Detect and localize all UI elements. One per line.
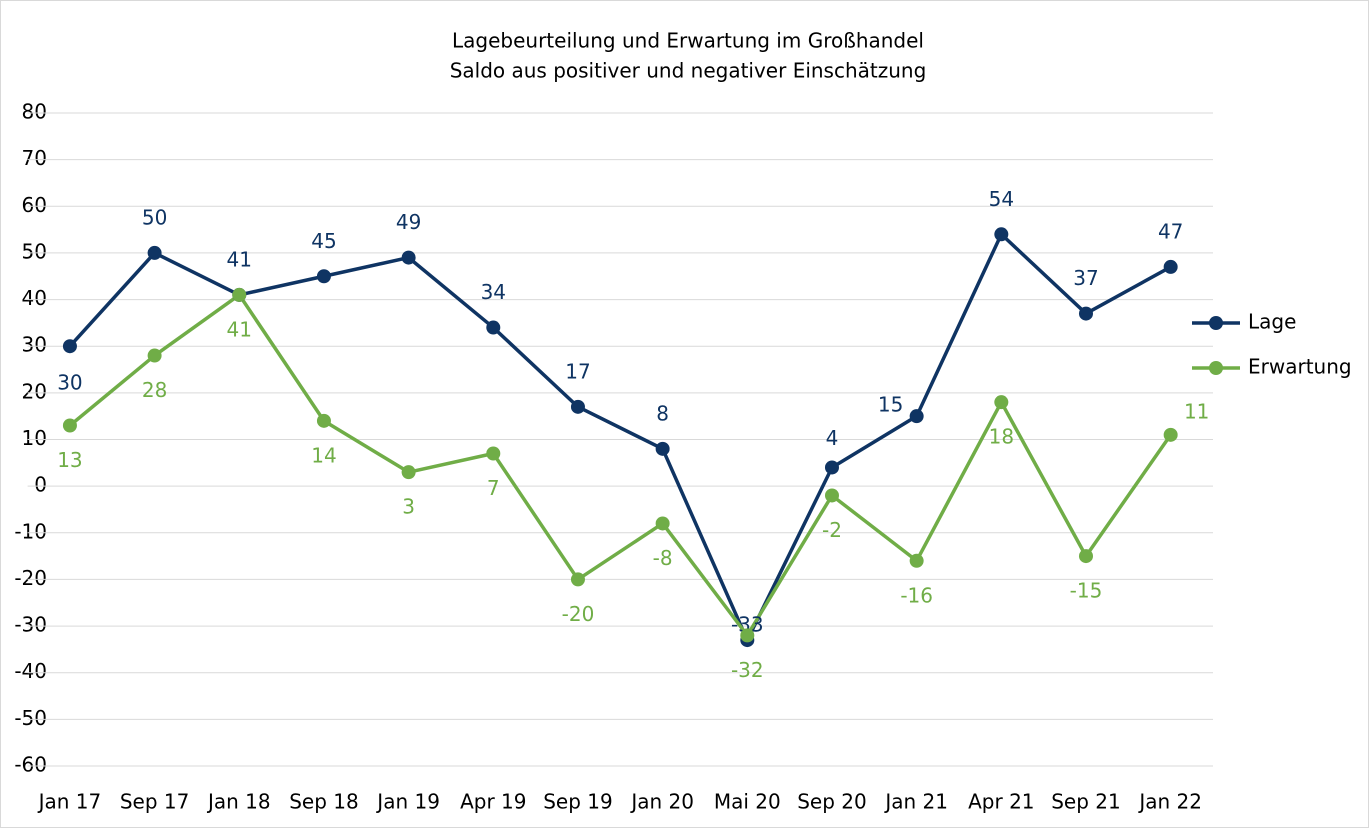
y-tick-label: -50 — [14, 706, 47, 730]
legend-marker — [1209, 361, 1223, 375]
x-tick-label: Jan 22 — [1137, 790, 1202, 814]
data-label: 50 — [142, 205, 167, 229]
y-tick-label: -20 — [14, 566, 47, 590]
point — [147, 245, 162, 260]
point — [1078, 306, 1093, 321]
data-label: 47 — [1158, 219, 1183, 243]
x-tick-label: Jan 21 — [883, 790, 948, 814]
legend-label: Lage — [1248, 310, 1296, 334]
data-label: -15 — [1070, 579, 1103, 603]
point — [824, 488, 839, 503]
data-label: 54 — [989, 187, 1014, 211]
data-label: 41 — [227, 247, 252, 271]
legend-marker — [1209, 316, 1223, 330]
data-label: 28 — [142, 378, 167, 402]
point — [486, 320, 501, 335]
y-tick-label: 40 — [22, 286, 47, 310]
point — [655, 441, 670, 456]
point — [1078, 549, 1093, 564]
data-label: 13 — [57, 448, 82, 472]
x-tick-label: Apr 19 — [460, 790, 526, 814]
y-tick-label: -60 — [14, 753, 47, 777]
data-label: -20 — [562, 602, 595, 626]
point — [655, 516, 670, 531]
point — [486, 446, 501, 461]
point — [316, 413, 331, 428]
data-label: 8 — [656, 401, 669, 425]
point — [401, 465, 416, 480]
y-tick-label: 70 — [22, 146, 47, 170]
x-tick-label: Apr 21 — [968, 790, 1034, 814]
data-label: 11 — [1184, 399, 1209, 423]
point — [62, 418, 77, 433]
data-label: -32 — [731, 658, 764, 682]
series-line — [68, 293, 1173, 638]
y-tick-label: -10 — [14, 519, 47, 543]
point — [824, 460, 839, 475]
chart-title: Lagebeurteilung und Erwartung im Großhan… — [452, 29, 924, 53]
x-tick-label: Mai 20 — [714, 790, 781, 814]
x-tick-label: Jan 20 — [629, 790, 694, 814]
x-tick-label: Sep 20 — [797, 790, 867, 814]
data-label: 18 — [989, 425, 1014, 449]
x-tick-label: Sep 18 — [289, 790, 359, 814]
x-tick-label: Jan 19 — [375, 790, 440, 814]
data-label: 49 — [396, 210, 421, 234]
point — [994, 227, 1009, 242]
data-label: 15 — [878, 393, 903, 417]
data-label: -16 — [900, 583, 933, 607]
data-label: 45 — [311, 229, 336, 253]
point — [570, 572, 585, 587]
point — [316, 269, 331, 284]
data-label: 34 — [481, 280, 506, 304]
x-tick-label: Jan 17 — [37, 790, 102, 814]
x-tick-label: Sep 17 — [120, 790, 190, 814]
point — [740, 628, 755, 643]
y-tick-label: 0 — [34, 473, 47, 497]
data-label: 17 — [565, 359, 590, 383]
point — [1163, 259, 1178, 274]
chart-subtitle: Saldo aus positiver und negativer Einsch… — [450, 59, 927, 83]
series-line — [68, 232, 1172, 642]
y-tick-label: -30 — [14, 613, 47, 637]
data-label: 37 — [1073, 266, 1098, 290]
point — [62, 339, 77, 354]
y-tick-label: 30 — [22, 333, 47, 357]
point — [147, 348, 162, 363]
point — [232, 287, 247, 302]
y-tick-label: -40 — [14, 659, 47, 683]
x-tick-label: Sep 19 — [543, 790, 613, 814]
point — [909, 409, 924, 424]
point — [1163, 427, 1178, 442]
y-tick-label: 50 — [22, 239, 47, 263]
y-tick-label: 80 — [22, 100, 47, 124]
x-tick-label: Sep 21 — [1051, 790, 1121, 814]
data-label: -2 — [822, 518, 842, 542]
data-label: 7 — [487, 476, 500, 500]
data-label: 41 — [227, 317, 252, 341]
x-tick-label: Jan 18 — [206, 790, 271, 814]
data-label: 3 — [402, 495, 415, 519]
point — [401, 250, 416, 265]
data-label: 4 — [826, 426, 839, 450]
data-label: -8 — [653, 546, 673, 570]
point — [570, 399, 585, 414]
y-tick-label: 60 — [22, 193, 47, 217]
y-tick-label: 20 — [22, 379, 47, 403]
y-tick-label: 10 — [22, 426, 47, 450]
point — [909, 553, 924, 568]
point — [994, 395, 1009, 410]
data-label: 30 — [57, 371, 82, 395]
data-label: 14 — [311, 443, 336, 467]
legend-label: Erwartung — [1248, 355, 1352, 379]
